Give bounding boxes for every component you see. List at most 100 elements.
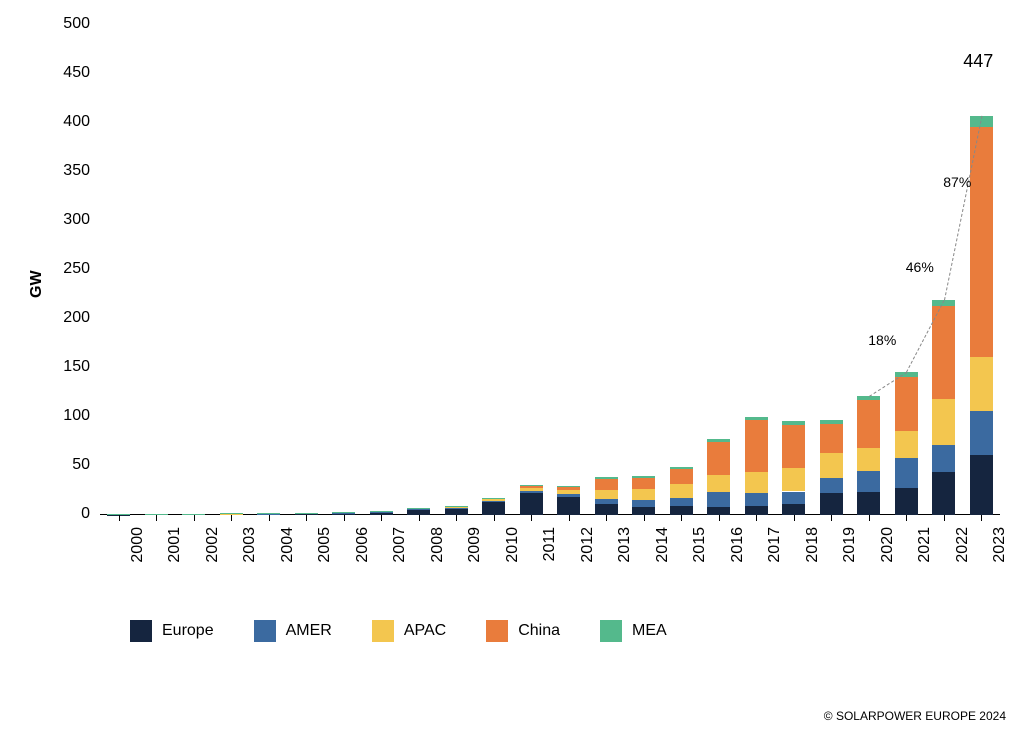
credit-line: © SOLARPOWER EUROPE 2024 (824, 709, 1006, 723)
x-tick-mark (681, 515, 682, 521)
bar (670, 467, 693, 516)
x-tick: 2006 (354, 527, 372, 577)
x-tick-mark (306, 515, 307, 521)
x-tick-mark (794, 515, 795, 521)
legend-label: MEA (632, 622, 667, 640)
bar-segment (407, 509, 430, 510)
bar-segment (595, 499, 618, 504)
bar (782, 421, 805, 515)
bar (895, 372, 918, 515)
legend-label: Europe (162, 622, 214, 640)
bar-segment (857, 400, 880, 448)
legend-item: APAC (372, 620, 446, 642)
bar-segment (595, 490, 618, 500)
x-tick-mark (344, 515, 345, 521)
bar (820, 420, 843, 515)
x-tick-mark (981, 515, 982, 521)
bar-segment (707, 475, 730, 493)
bar (970, 116, 993, 515)
bar (445, 506, 468, 515)
bar (707, 439, 730, 515)
bar-segment (895, 431, 918, 458)
x-tick-mark (419, 515, 420, 521)
bar-segment (782, 425, 805, 468)
x-tick-mark (569, 515, 570, 521)
bar (595, 477, 618, 515)
bar (557, 486, 580, 515)
x-tick: 2023 (991, 527, 1009, 577)
bar-segment (407, 508, 430, 509)
bar-segment (520, 486, 543, 488)
x-tick-mark (156, 515, 157, 521)
x-tick: 2015 (691, 527, 709, 577)
y-tick: 500 (50, 15, 90, 33)
bar-segment (482, 502, 505, 515)
legend-swatch (130, 620, 152, 642)
legend-label: APAC (404, 622, 446, 640)
bar-segment (895, 458, 918, 487)
bar-segment (482, 499, 505, 501)
x-tick: 2018 (804, 527, 822, 577)
x-tick-mark (231, 515, 232, 521)
bar-segment (632, 478, 655, 489)
legend-item: Europe (130, 620, 214, 642)
y-tick: 350 (50, 162, 90, 180)
bar-segment (782, 504, 805, 515)
bar (632, 476, 655, 515)
bar-segment (520, 488, 543, 491)
bar-segment (932, 399, 955, 445)
x-tick-mark (381, 515, 382, 521)
x-tick-mark (194, 515, 195, 521)
x-tick: 2021 (916, 527, 934, 577)
bar-segment (632, 489, 655, 501)
x-tick: 2011 (541, 527, 559, 577)
legend-swatch (486, 620, 508, 642)
bar-segment (932, 472, 955, 515)
bar-segment (557, 487, 580, 490)
bar-segment (782, 421, 805, 424)
bar-segment (520, 491, 543, 493)
bar-segment (445, 508, 468, 509)
bar-segment (482, 501, 505, 502)
x-tick-mark (944, 515, 945, 521)
x-tick: 2010 (504, 527, 522, 577)
x-tick: 2009 (466, 527, 484, 577)
bar-segment (820, 493, 843, 515)
legend-label: China (518, 622, 560, 640)
bar-segment (632, 500, 655, 507)
stacked-bar-chart: 0501001502002503003504004505002000200120… (100, 25, 1000, 515)
bar-segment (782, 492, 805, 505)
legend-swatch (600, 620, 622, 642)
bar-segment (670, 467, 693, 469)
x-tick: 2005 (316, 527, 334, 577)
growth-annotation: 87% (943, 174, 971, 190)
x-tick: 2002 (204, 527, 222, 577)
bar-segment (970, 455, 993, 515)
y-tick: 400 (50, 113, 90, 131)
x-tick-mark (644, 515, 645, 521)
x-tick-mark (269, 515, 270, 521)
bar-segment (820, 424, 843, 453)
y-tick: 100 (50, 407, 90, 425)
bar-segment (632, 507, 655, 515)
bar-segment (557, 486, 580, 487)
bar-segment (332, 512, 355, 513)
legend-item: China (486, 620, 560, 642)
x-tick-mark (606, 515, 607, 521)
bar-segment (745, 493, 768, 506)
legend: EuropeAMERAPACChinaMEA (130, 620, 667, 642)
x-tick-mark (119, 515, 120, 521)
bar-segment (895, 488, 918, 515)
bar-segment (595, 504, 618, 515)
y-tick: 300 (50, 211, 90, 229)
y-tick: 250 (50, 260, 90, 278)
bar-segment (557, 497, 580, 515)
bar-segment (970, 357, 993, 411)
bar-segment (595, 477, 618, 478)
bar-total-label: 447 (963, 51, 993, 72)
x-tick: 2013 (616, 527, 634, 577)
x-tick-mark (906, 515, 907, 521)
bar-segment (745, 420, 768, 472)
x-tick-mark (831, 515, 832, 521)
x-tick: 2016 (729, 527, 747, 577)
